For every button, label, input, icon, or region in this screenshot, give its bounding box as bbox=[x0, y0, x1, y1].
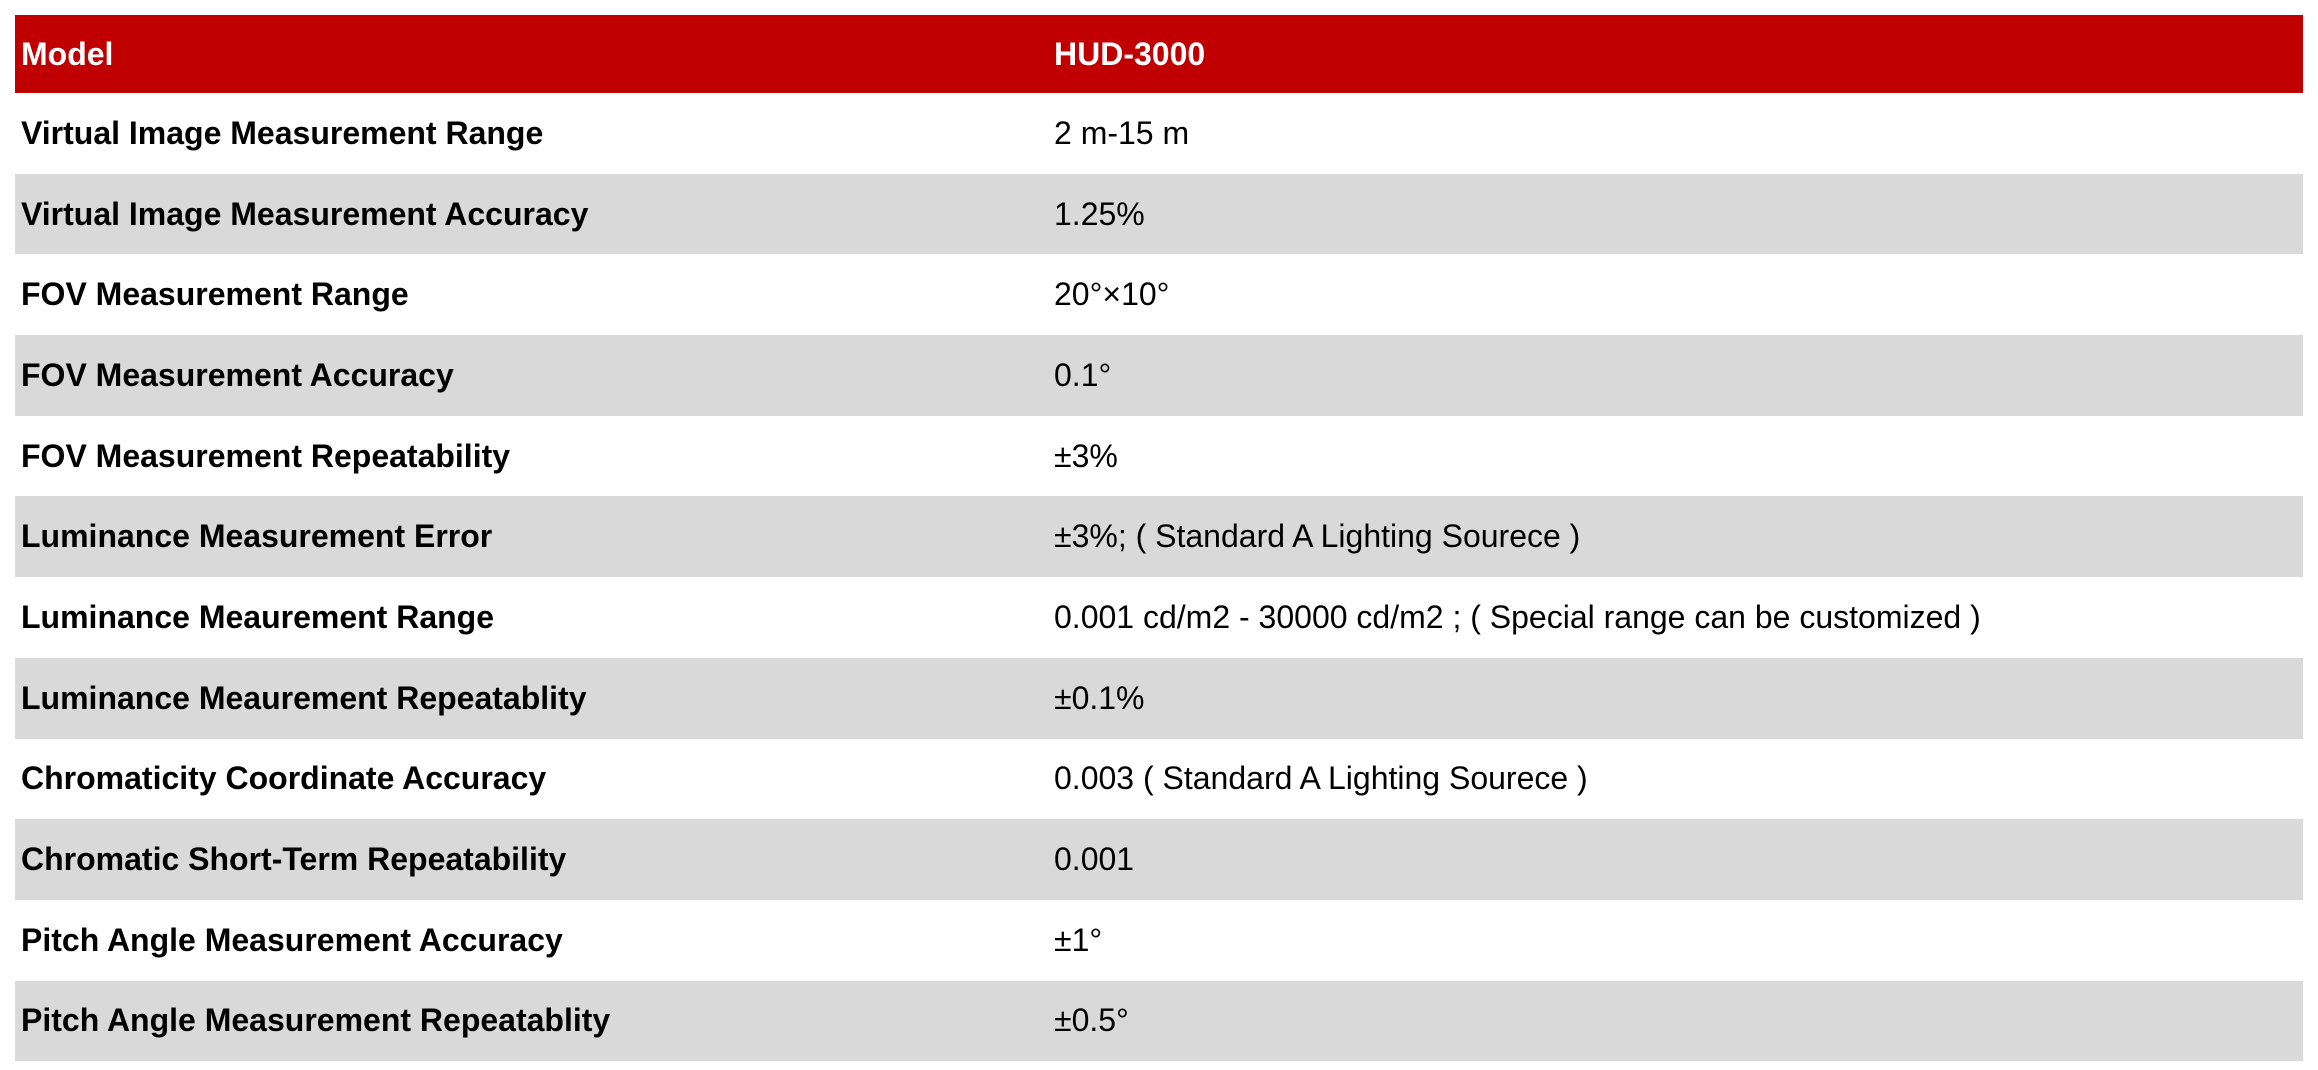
table-row: FOV Measurement Range 20°×10° bbox=[15, 254, 2303, 335]
spec-label: Pitch Angle Measurement Accuracy bbox=[21, 921, 563, 958]
table-row: Virtual Image Measurement Range 2 m-15 m bbox=[15, 93, 2303, 174]
spec-value: ±1° bbox=[1054, 921, 1103, 958]
table-row: Chromatic Short-Term Repeatability 0.001 bbox=[15, 819, 2303, 900]
table-row: Chromaticity Coordinate Accuracy 0.003 ( … bbox=[15, 739, 2303, 820]
spec-value: ±0.5° bbox=[1054, 1002, 1129, 1039]
table-row: FOV Measurement Repeatability ±3% bbox=[15, 416, 2303, 497]
spec-label: Luminance Meaurement Range bbox=[21, 598, 494, 635]
table-row: Virtual Image Measurement Accuracy 1.25% bbox=[15, 173, 2303, 255]
spec-label: Virtual Image Measurement Range bbox=[21, 114, 544, 151]
table-row: Luminance Meaurement Repeatablity ±0.1% bbox=[15, 657, 2303, 739]
spec-value: 0.001 cd/m2 - 30000 cd/m2 ; ( Special ra… bbox=[1054, 598, 1981, 635]
table-row: Luminance Meaurement Range 0.001 cd/m2 - … bbox=[15, 577, 2303, 658]
spec-value: ±3% bbox=[1054, 437, 1118, 474]
table-row: Pitch Angle Measurement Repeatablity ±0.5… bbox=[15, 980, 2303, 1062]
spec-label: FOV Measurement Range bbox=[21, 276, 409, 313]
spec-value: 0.1° bbox=[1054, 356, 1112, 393]
table-header-row: Model HUD-3000 bbox=[15, 15, 2303, 93]
spec-label: Chromatic Short-Term Repeatability bbox=[21, 841, 567, 878]
table-row: Pitch Angle Measurement Accuracy ±1° bbox=[15, 900, 2303, 981]
spec-value: 0.003 ( Standard A Lighting Sourece ) bbox=[1054, 760, 1588, 797]
header-label: Model bbox=[21, 35, 114, 72]
spec-value: 20°×10° bbox=[1054, 276, 1170, 313]
spec-label: Luminance Measurement Error bbox=[21, 518, 493, 555]
spec-label: FOV Measurement Repeatability bbox=[21, 437, 511, 474]
table-row: Luminance Measurement Error ±3%; ( Standa… bbox=[15, 496, 2303, 578]
spec-table: Model HUD-3000 Virtual Image Measurement… bbox=[15, 15, 2303, 1062]
spec-value: ±3%; ( Standard A Lighting Sourece ) bbox=[1054, 518, 1581, 555]
header-value: HUD-3000 bbox=[1054, 35, 1206, 72]
spec-value: ±0.1% bbox=[1054, 679, 1145, 716]
spec-value: 1.25% bbox=[1054, 195, 1145, 232]
spec-label: Luminance Meaurement Repeatablity bbox=[21, 679, 587, 716]
spec-label: Virtual Image Measurement Accuracy bbox=[21, 195, 589, 232]
spec-label: Pitch Angle Measurement Repeatablity bbox=[21, 1002, 611, 1039]
table-row: FOV Measurement Accuracy 0.1° bbox=[15, 335, 2303, 416]
spec-value: 2 m-15 m bbox=[1054, 114, 1190, 151]
spec-label: Chromaticity Coordinate Accuracy bbox=[21, 760, 547, 797]
spec-label: FOV Measurement Accuracy bbox=[21, 356, 454, 393]
spec-value: 0.001 bbox=[1054, 841, 1135, 878]
